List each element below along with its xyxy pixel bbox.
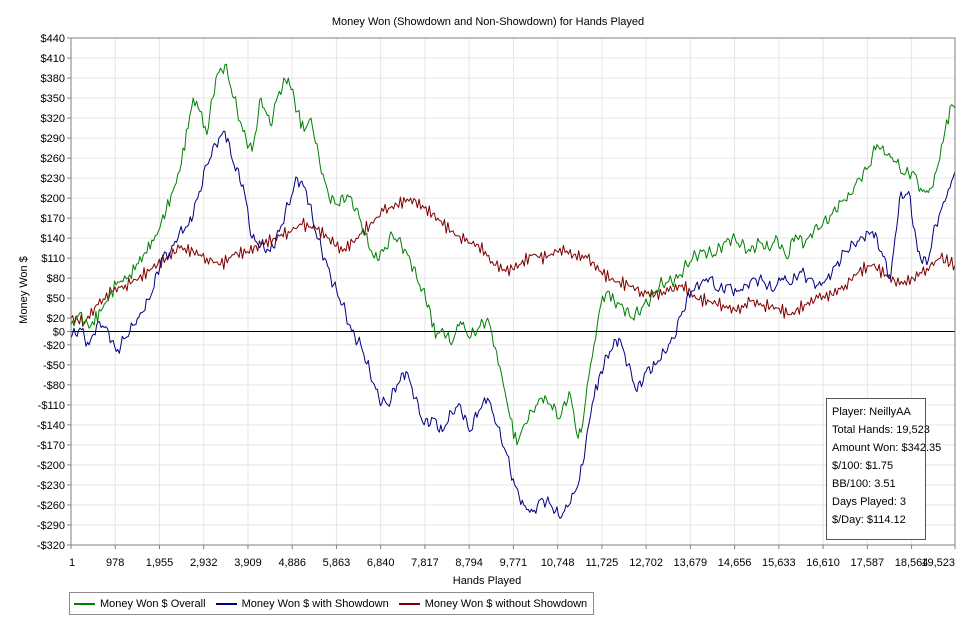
x-tick-label: 5,863 — [323, 557, 351, 569]
stats-total-hands: Total Hands: 19,523 — [832, 424, 930, 436]
stats-amount-won: Amount Won: $342.35 — [832, 442, 942, 454]
y-tick-label: $0 — [53, 327, 65, 339]
x-tick-label: 13,679 — [674, 557, 708, 569]
y-tick-label: -$110 — [38, 400, 65, 412]
legend-item-overall: Money Won $ Overall — [74, 598, 206, 610]
x-tick-label: 978 — [106, 557, 124, 569]
x-tick-label: 11,725 — [585, 557, 618, 569]
y-tick-label: $110 — [41, 253, 65, 265]
y-tick-label: -$20 — [43, 340, 65, 352]
y-tick-label: $50 — [47, 293, 65, 305]
y-tick-label: $320 — [41, 113, 65, 125]
y-axis-ticks: $440 $410 $380 $350 $320 $290 $260 $230 $200 $170… — [37, 33, 71, 552]
y-tick-label: -$200 — [37, 460, 65, 472]
series-line-overall — [70, 63, 956, 446]
grid — [70, 37, 956, 546]
y-tick-label: $200 — [41, 193, 65, 205]
legend-item-showdown: Money Won $ with Showdown — [215, 597, 389, 610]
x-tick-label: 19,523 — [921, 557, 955, 569]
x-tick-label: 18,564 — [895, 557, 929, 569]
x-tick-label: 12,702 — [629, 557, 663, 569]
chart-title: Money Won (Showdown and Non-Showdown) fo… — [332, 16, 644, 28]
legend-label-overall: Money Won $ Overall — [100, 597, 206, 610]
stats-days-played: Days Played: 3 — [832, 496, 906, 508]
legend-swatch-overall — [74, 602, 95, 605]
y-tick-label: $20 — [47, 313, 65, 325]
y-tick-label: $380 — [41, 73, 65, 85]
stats-player: Player: NeillyAA — [832, 406, 911, 418]
x-tick-label: 14,656 — [718, 557, 752, 569]
x-tick-label: 8,794 — [455, 557, 483, 569]
series-line-showdown — [70, 130, 956, 519]
y-tick-label: -$290 — [37, 520, 65, 532]
legend-label-non-showdown: Money Won $ without Showdown — [424, 597, 588, 610]
x-tick-label: 6,840 — [367, 557, 395, 569]
x-tick-label: 10,748 — [541, 557, 575, 569]
legend-swatch-non-showdown — [398, 602, 420, 605]
x-axis-label: Hands Played — [453, 575, 522, 587]
series-line-non-showdown — [70, 196, 956, 327]
x-tick-label: 3,909 — [234, 557, 262, 569]
y-tick-label: $440 — [41, 33, 65, 45]
x-tick-label: 7,817 — [411, 557, 439, 569]
series-lines — [70, 63, 956, 519]
y-tick-label: $80 — [47, 273, 65, 285]
stats-box: Player: NeillyAA Total Hands: 19,523 Amo… — [826, 398, 942, 540]
y-tick-label: -$140 — [37, 420, 65, 432]
legend: Money Won $ Overall Money Won $ with Sho… — [69, 592, 595, 615]
stats-bb-per-100: BB/100: 3.51 — [832, 478, 896, 490]
x-tick-label: 15,633 — [762, 557, 796, 569]
legend-label-showdown: Money Won $ with Showdown — [241, 597, 389, 610]
y-tick-label: -$80 — [43, 380, 65, 392]
x-tick-label: 9,771 — [500, 557, 528, 569]
x-tick-label: 16,610 — [806, 557, 840, 569]
y-tick-label: $260 — [41, 153, 65, 165]
y-tick-label: -$50 — [43, 360, 65, 372]
y-tick-label: $290 — [41, 133, 65, 145]
y-tick-label: $230 — [41, 173, 65, 185]
x-tick-label: 17,587 — [851, 557, 885, 569]
y-tick-label: -$170 — [37, 440, 65, 452]
x-tick-label: 4,886 — [278, 557, 306, 569]
stats-per-100: $/100: $1.75 — [832, 460, 894, 472]
legend-swatch-showdown — [215, 602, 237, 605]
x-tick-label: 2,932 — [190, 557, 218, 569]
y-axis-label: Money Won $ — [18, 256, 30, 324]
y-tick-label: $410 — [41, 53, 65, 65]
stats-per-day: $/Day: $114.12 — [832, 514, 906, 526]
y-tick-label: $170 — [41, 213, 65, 225]
y-tick-label: $350 — [41, 93, 65, 105]
x-tick-label: 1,955 — [146, 557, 174, 569]
y-tick-label: $140 — [41, 233, 65, 245]
y-tick-label: -$230 — [37, 480, 65, 492]
y-tick-label: -$320 — [37, 540, 65, 552]
x-axis-ticks: 1 978 1,955 2,932 3,909 4,886 5,863 6,840 7,817 8… — [69, 545, 956, 569]
plot-frame — [70, 37, 956, 546]
x-tick-label: 1 — [69, 557, 75, 569]
y-tick-label: -$260 — [37, 500, 65, 512]
legend-item-non-showdown: Money Won $ without Showdown — [398, 597, 588, 610]
